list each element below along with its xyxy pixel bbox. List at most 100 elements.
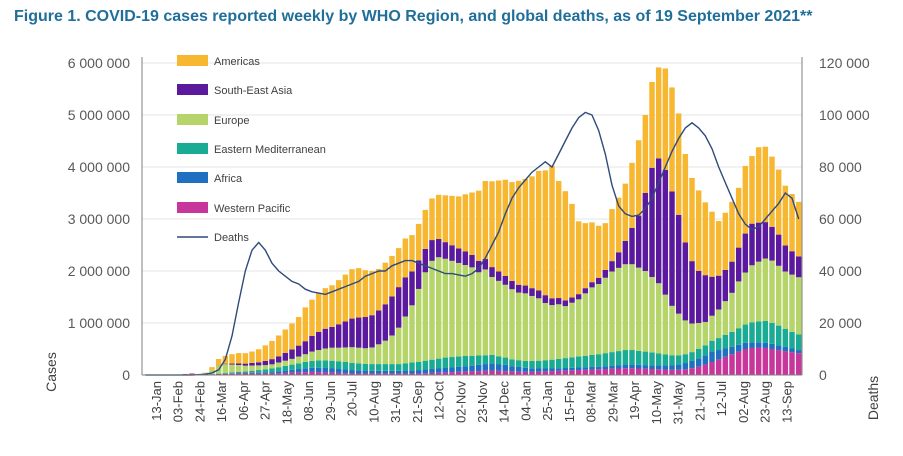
bar-segment bbox=[769, 323, 775, 344]
bar-segment bbox=[349, 362, 355, 371]
bar-segment bbox=[589, 287, 595, 355]
legend-label-eastern-mediterranean: Eastern Mediterranean bbox=[214, 144, 326, 156]
bar-segment bbox=[289, 372, 295, 375]
bar-segment bbox=[355, 370, 362, 374]
y-tick-label: 5 000 000 bbox=[68, 107, 130, 123]
bar-segment bbox=[602, 277, 609, 354]
bar-segment bbox=[715, 350, 722, 360]
bar-segment bbox=[222, 373, 229, 375]
bar-segment bbox=[475, 364, 482, 372]
bar-segment bbox=[229, 364, 235, 373]
bar-segment bbox=[629, 162, 635, 228]
bar-segment bbox=[429, 372, 435, 375]
bar-segment bbox=[775, 325, 782, 346]
bar-segment bbox=[442, 367, 449, 373]
bar-segment bbox=[422, 272, 429, 361]
bar-segment bbox=[295, 369, 302, 373]
bar-segment bbox=[615, 252, 622, 268]
bar-segment bbox=[542, 360, 549, 369]
bar-segment bbox=[509, 366, 515, 372]
bar-segment bbox=[589, 354, 595, 367]
bar-segment bbox=[375, 268, 382, 311]
bar-segment bbox=[295, 356, 302, 364]
bar-segment bbox=[555, 304, 562, 359]
bar-segment bbox=[369, 315, 375, 348]
bar-segment bbox=[615, 267, 622, 352]
bar-segment bbox=[242, 363, 249, 366]
bar-segment bbox=[289, 364, 295, 370]
bar-segment bbox=[449, 372, 455, 375]
bar-segment bbox=[629, 364, 635, 369]
bar-segment bbox=[229, 354, 235, 364]
bar-segment bbox=[449, 357, 455, 368]
bar-segment bbox=[489, 354, 495, 364]
bar-segment bbox=[255, 362, 262, 366]
bar-segment bbox=[455, 371, 462, 375]
x-tick-label: 25-Jan bbox=[540, 381, 555, 421]
bar-segment bbox=[742, 324, 749, 343]
bar-segment bbox=[689, 177, 695, 262]
bar-segment bbox=[209, 367, 215, 370]
bar-segment bbox=[769, 260, 775, 323]
bar-segment bbox=[555, 370, 562, 375]
bar-segment bbox=[402, 363, 409, 371]
legend-label-south-east-asia: South-East Asia bbox=[214, 85, 293, 97]
bar-segment bbox=[475, 190, 482, 261]
bar-segment bbox=[569, 370, 575, 375]
bar-segment bbox=[789, 251, 795, 275]
bar-segment bbox=[549, 359, 555, 369]
bar-segment bbox=[582, 288, 589, 294]
bar-segment bbox=[549, 371, 555, 375]
bar-segment bbox=[289, 349, 295, 359]
bar-segment bbox=[489, 276, 495, 355]
bar-segment bbox=[462, 251, 469, 266]
bar-segment bbox=[262, 365, 269, 370]
bar-segment bbox=[569, 357, 575, 368]
bar-segment bbox=[269, 340, 275, 360]
bar-segment bbox=[735, 281, 742, 329]
bar-segment bbox=[362, 363, 369, 371]
bar-segment bbox=[475, 371, 482, 375]
bar-segment bbox=[675, 369, 682, 375]
bar-segment bbox=[529, 360, 535, 369]
bar-segment bbox=[722, 269, 729, 302]
bar-segment bbox=[495, 271, 502, 281]
bar-segment bbox=[329, 372, 335, 375]
bar-segment bbox=[395, 373, 402, 375]
bar-segment bbox=[722, 334, 729, 349]
bar-segment bbox=[382, 364, 389, 371]
bar-segment bbox=[782, 346, 789, 352]
bar-segment bbox=[729, 346, 735, 355]
bar-segment bbox=[382, 373, 389, 375]
bar-segment bbox=[362, 373, 369, 375]
bar-segment bbox=[562, 358, 569, 368]
bar-segment bbox=[489, 267, 495, 277]
bar-segment bbox=[349, 347, 355, 363]
bar-segment bbox=[482, 355, 489, 365]
bar-segment bbox=[262, 369, 269, 373]
bar-segment bbox=[515, 292, 522, 361]
x-tick-label: 13-Sep bbox=[779, 381, 794, 423]
bar-segment bbox=[795, 350, 802, 354]
bar-segment bbox=[635, 215, 642, 268]
bar-segment bbox=[249, 351, 255, 363]
bar-segment bbox=[522, 293, 529, 361]
bar-segment bbox=[675, 214, 682, 314]
bar-segment bbox=[315, 360, 322, 368]
bar-segment bbox=[769, 226, 775, 261]
bar-segment bbox=[282, 372, 289, 375]
bar-segment bbox=[755, 261, 762, 322]
bar-segment bbox=[655, 369, 662, 375]
bar-segment bbox=[695, 349, 702, 359]
bar-segment bbox=[335, 372, 342, 375]
bar-segment bbox=[469, 365, 475, 372]
bar-segment bbox=[269, 368, 275, 373]
y2-tick-label: 0 bbox=[819, 367, 827, 383]
bar-segment bbox=[609, 209, 615, 262]
bar-segment bbox=[715, 338, 722, 351]
bar-segment bbox=[249, 373, 255, 375]
bar-segment bbox=[362, 370, 369, 374]
bar-segment bbox=[502, 364, 509, 372]
bar-segment bbox=[395, 327, 402, 365]
bar-segment bbox=[755, 147, 762, 223]
